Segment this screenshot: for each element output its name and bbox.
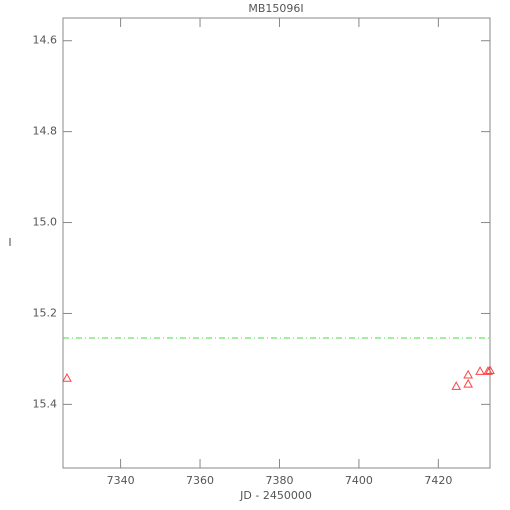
- data-point: [62, 372, 72, 382]
- y-tick-label: 15.0: [33, 216, 58, 229]
- y-axis-label: I: [8, 236, 11, 249]
- x-axis-label: JD - 2450000: [239, 489, 312, 502]
- data-point: [463, 369, 474, 379]
- chart-title: MB15096I: [248, 2, 303, 15]
- y-tick-label: 14.8: [33, 125, 58, 138]
- data-point: [485, 365, 495, 374]
- y-tick-label: 14.6: [33, 34, 58, 47]
- y-tick-label: 15.4: [33, 397, 58, 410]
- data-point: [463, 378, 474, 388]
- data-point: [483, 366, 493, 375]
- x-tick-label: 7380: [265, 474, 293, 487]
- x-tick-label: 7420: [424, 474, 452, 487]
- x-tick-label: 7340: [107, 474, 135, 487]
- y-tick-label: 15.2: [33, 306, 58, 319]
- plot-frame: [62, 17, 491, 469]
- data-point: [451, 381, 462, 390]
- x-tick-label: 7400: [345, 474, 373, 487]
- x-tick-label: 7360: [186, 474, 214, 487]
- data-point: [475, 366, 485, 375]
